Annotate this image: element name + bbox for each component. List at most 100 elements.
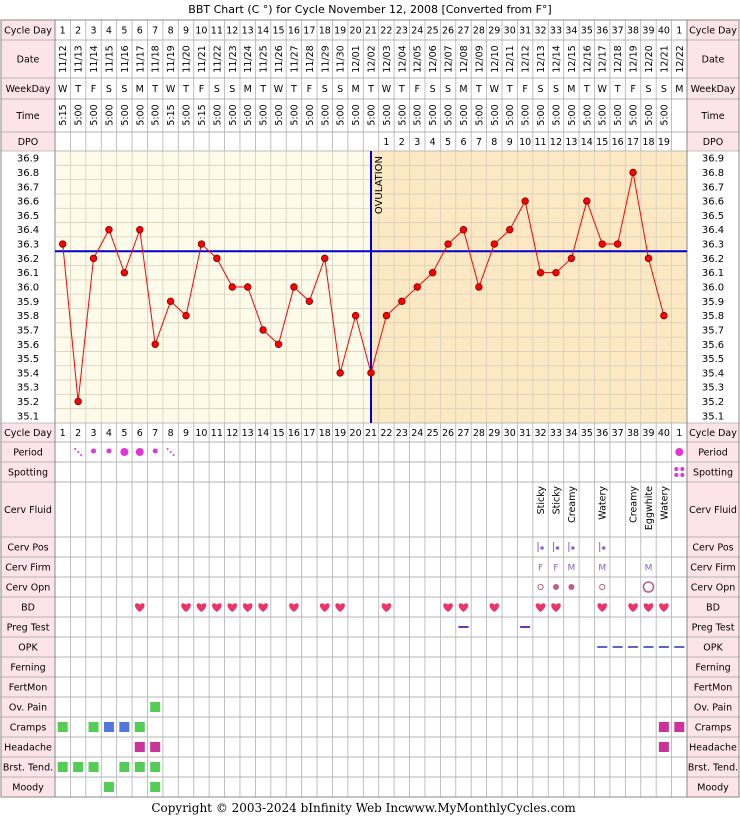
temperature-point — [151, 340, 159, 348]
row-label-bg — [687, 577, 739, 597]
weekday-cell: T — [398, 84, 405, 95]
row-label-cycle_day: Cycle Day — [4, 428, 52, 439]
cycle-day-cell: 18 — [319, 26, 331, 37]
cerv-open-icon — [599, 583, 606, 591]
breast-tenderness-icon — [88, 762, 99, 772]
y-tick-label-right: 36.2 — [702, 254, 724, 265]
weekday-cell: S — [229, 84, 235, 95]
row-label-dpo: DPO — [18, 137, 39, 148]
row-label-bg — [1, 597, 55, 617]
dpo-cell: 4 — [430, 137, 436, 148]
date-cell: 11/24 — [243, 45, 254, 72]
bd-heart-icon — [643, 603, 654, 612]
weekday-cell: S — [645, 84, 651, 95]
dpo-cell: 10 — [519, 137, 531, 148]
time-cell: 5:00 — [274, 104, 285, 125]
time-cell: 5:00 — [120, 104, 131, 125]
row-label-opk: OPK — [703, 643, 723, 654]
cycle-day-cell: 2 — [75, 26, 81, 37]
row-label-bg — [1, 657, 55, 677]
cerv-pos-icon — [540, 546, 544, 550]
date-cell: 12/07 — [444, 45, 455, 72]
moody-icon — [150, 782, 161, 792]
period-heavy-icon — [135, 448, 144, 456]
bd-heart-icon — [628, 603, 638, 612]
y-tick-label-left: 35.5 — [17, 354, 39, 365]
y-tick-label-right: 36.8 — [702, 168, 724, 179]
cycle-day-cell: 21 — [365, 26, 377, 37]
y-tick-label-right: 36.4 — [702, 225, 724, 236]
cycle-day-cell: 37 — [612, 26, 624, 37]
header-row-bg — [55, 40, 687, 78]
dpo-cell: 15 — [596, 137, 608, 148]
temperature-line — [62, 172, 665, 402]
spotting-icon — [680, 473, 685, 477]
cycle-day-cell: 22 — [380, 26, 392, 37]
cycle-day-cell: 10 — [195, 428, 207, 439]
y-tick-label-right: 35.7 — [702, 325, 724, 336]
y-tick-label-left: 35.1 — [17, 411, 39, 422]
row-label-bg — [687, 777, 739, 797]
time-cell: 5:00 — [336, 104, 347, 125]
weekday-cell: T — [182, 84, 189, 95]
date-cell: 11/26 — [274, 45, 285, 72]
time-cell: 5:00 — [536, 104, 547, 125]
cycle-day-cell: 8 — [168, 428, 174, 439]
time-cell: 5:00 — [659, 104, 670, 125]
time-cell: 5:00 — [582, 104, 593, 125]
row-label-bg — [1, 40, 55, 78]
cycle-day-cell: 6 — [137, 428, 143, 439]
row-label-bg — [687, 677, 739, 697]
dpo-cell: 2 — [399, 137, 405, 148]
cycle-day-cell: 21 — [365, 428, 377, 439]
row-label-bg — [1, 20, 55, 40]
cerv-firm-label: M — [645, 564, 653, 574]
cerv-fluid-label: Creamy — [567, 486, 578, 523]
cycle-day-cell: 7 — [152, 26, 158, 37]
row-label-weekday: WeekDay — [6, 84, 51, 95]
cycle-day-cell: 23 — [396, 26, 408, 37]
row-label-ov_pain: Ov. Pain — [9, 703, 47, 714]
row-label-bg — [1, 577, 55, 597]
cramps-icon — [658, 722, 669, 732]
row-label-bg — [1, 132, 55, 151]
cycle-day-cell: 22 — [380, 428, 392, 439]
cycle-day-cell: 16 — [288, 428, 300, 439]
y-axis-bg — [687, 151, 739, 423]
cycle-day-cell: 40 — [658, 26, 670, 37]
cycle-day-cell: 27 — [457, 428, 469, 439]
date-cell: 12/17 — [598, 45, 609, 72]
temperature-point — [213, 254, 221, 263]
time-cell: 5:00 — [613, 104, 624, 125]
time-cell: 5:00 — [505, 104, 516, 125]
row-label-time: Time — [700, 111, 724, 122]
time-cell: 5:00 — [351, 104, 362, 125]
weekday-cell: S — [322, 84, 328, 95]
weekday-cell: T — [475, 84, 482, 95]
period-light-icon — [166, 448, 169, 450]
y-tick-label-right: 36.5 — [702, 211, 724, 222]
weekday-cell: W — [274, 84, 284, 95]
cycle-day-cell: 12 — [226, 428, 238, 439]
cycle-day-cell: 38 — [627, 428, 639, 439]
cycle-day-cell: 8 — [168, 26, 174, 37]
cerv-fluid-label: Sticky — [551, 486, 562, 515]
dpo-cell: 5 — [445, 137, 451, 148]
cycle-day-cell: 1 — [60, 26, 66, 37]
date-cell: 11/25 — [259, 45, 270, 72]
bd-heart-icon — [458, 603, 469, 612]
cycle-day-cell: 9 — [183, 26, 189, 37]
time-cell: 5:00 — [320, 104, 331, 125]
footer-site-link[interactable]: www.MyMonthlyCycles.com — [404, 801, 576, 815]
cycle-day-cell: 37 — [612, 428, 624, 439]
cerv-firm-label: F — [538, 564, 543, 574]
period-heavy-icon — [120, 448, 129, 456]
row-label-headache: Headache — [4, 743, 52, 754]
row-label-cerv_fluid: Cerv Fluid — [689, 505, 737, 516]
cycle-day-cell: 38 — [627, 26, 639, 37]
y-tick-label-right: 36.0 — [702, 283, 724, 294]
y-tick-label-left: 35.2 — [17, 397, 39, 408]
temperature-point — [182, 311, 190, 320]
date-cell: 11/28 — [305, 45, 316, 72]
bd-heart-icon — [196, 603, 207, 612]
